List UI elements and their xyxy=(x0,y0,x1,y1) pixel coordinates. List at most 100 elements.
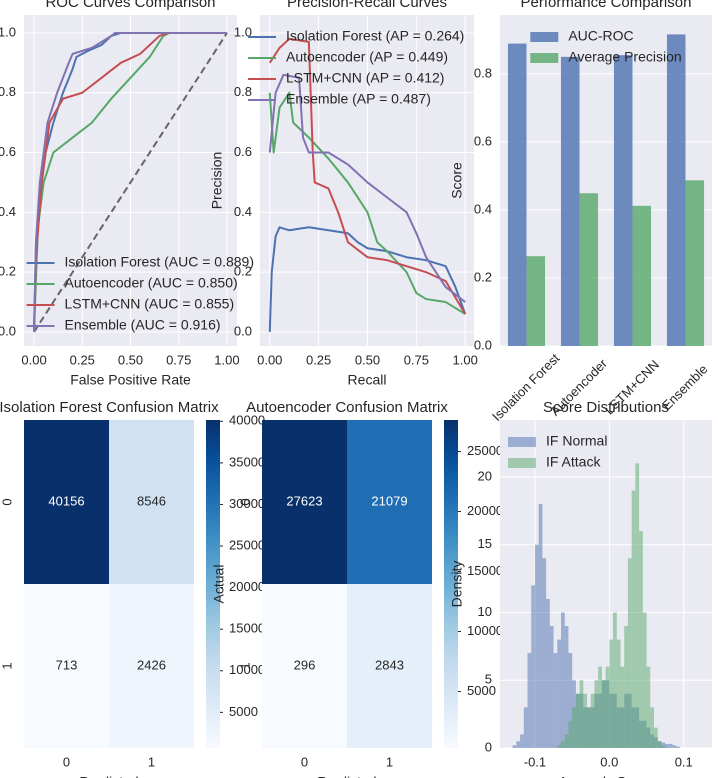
histogram-bar xyxy=(587,707,591,748)
y-tick-label: 5 xyxy=(485,672,492,687)
heatmap-cell xyxy=(24,420,109,584)
legend-label: Isolation Forest (AUC = 0.889) xyxy=(65,254,254,270)
colorbar-tick-label: 20000 xyxy=(467,503,503,518)
histogram-bar xyxy=(676,746,681,748)
chart-title: Score Distributions xyxy=(543,399,669,416)
histogram-bar xyxy=(665,743,669,748)
legend-swatch xyxy=(508,437,536,447)
y-tick-label: 0.4 xyxy=(234,204,252,219)
histogram-bar xyxy=(653,727,658,748)
cell-label: 2426 xyxy=(137,657,166,672)
bar xyxy=(613,55,633,346)
cell-label: 713 xyxy=(56,657,78,672)
histogram-bar xyxy=(568,653,573,748)
x-axis-label: Predicted xyxy=(317,774,376,778)
histogram-bar xyxy=(579,680,584,748)
heatmap-cell xyxy=(109,420,194,584)
histogram-bar xyxy=(546,598,550,748)
x-tick-label: 0 xyxy=(63,754,70,769)
x-tick-label: 1 xyxy=(386,754,393,769)
x-tick-label: 0.75 xyxy=(166,352,191,367)
colorbar-tick-label: 35000 xyxy=(229,454,265,469)
histogram-bar xyxy=(672,745,677,748)
colorbar-tick-label: 25000 xyxy=(229,537,265,552)
x-tick-label: 1.00 xyxy=(214,352,239,367)
y-tick-label: 0 xyxy=(0,498,14,505)
colorbar-tick-label: 10000 xyxy=(467,623,503,638)
bar xyxy=(632,205,652,346)
legend: Isolation Forest (AP = 0.264) Autoencoder… xyxy=(248,28,464,107)
x-tick-label: 0.75 xyxy=(404,352,429,367)
legend-swatch xyxy=(530,53,559,63)
heatmap-cell xyxy=(262,584,347,748)
x-axis-label: Anomaly Score xyxy=(559,774,654,778)
bar xyxy=(666,34,686,347)
histogram-bar xyxy=(601,680,606,748)
histogram-bar xyxy=(620,666,625,748)
y-tick-label: 0.6 xyxy=(234,144,252,159)
bar xyxy=(579,193,599,346)
histogram-bar xyxy=(516,741,521,748)
y-tick-label: 0.4 xyxy=(0,204,16,219)
histogram-bar xyxy=(557,745,561,748)
y-tick-label: 1 xyxy=(0,662,14,669)
histogram-bar xyxy=(616,639,621,748)
legend: IF Normal IF Attack xyxy=(508,433,607,470)
histogram-bar xyxy=(624,626,628,748)
y-tick-label: 10 xyxy=(478,604,492,619)
y-tick-label: 0.0 xyxy=(0,323,16,338)
x-tick-label: 0.00 xyxy=(257,352,282,367)
line xyxy=(268,91,466,315)
x-tick-label: 0.25 xyxy=(306,352,331,367)
colorbar xyxy=(206,420,220,748)
y-tick-label: 0 xyxy=(237,498,252,505)
y-tick-label: 0.2 xyxy=(474,269,492,284)
histogram-bar xyxy=(520,734,524,748)
legend-label: IF Normal xyxy=(546,433,607,449)
legend-label: Autoencoder (AUC = 0.850) xyxy=(65,275,238,291)
histogram-bar xyxy=(646,666,651,748)
x-tick-label: 0.1 xyxy=(675,754,693,769)
colorbar-tick-label: 5000 xyxy=(467,683,496,698)
histogram-bar xyxy=(572,707,576,748)
colorbar xyxy=(444,420,458,748)
chart-title: Isolation Forest Confusion Matrix xyxy=(0,399,219,416)
histogram-bar xyxy=(605,666,610,748)
legend-swatch xyxy=(508,458,536,468)
x-tick-label: 0.50 xyxy=(355,352,380,367)
colorbar-tick-label: 30000 xyxy=(229,496,265,511)
line xyxy=(33,31,227,332)
y-tick-label: 0.8 xyxy=(474,65,492,80)
histogram-bar xyxy=(609,639,614,748)
bar xyxy=(526,256,546,346)
legend-label: LSTM+CNN (AP = 0.412) xyxy=(286,70,444,86)
colorbar-tick-label: 25000 xyxy=(467,443,503,458)
y-axis-label: Actual xyxy=(211,565,227,604)
histogram-bar xyxy=(564,626,569,748)
colorbar-tick-label: 20000 xyxy=(229,579,265,594)
x-tick-label: 0.00 xyxy=(21,352,46,367)
x-tick-label: 0.25 xyxy=(70,352,95,367)
histogram-bar xyxy=(583,693,588,748)
histogram-bar xyxy=(613,612,617,748)
legend-label: AUC-ROC xyxy=(568,28,633,44)
y-tick-label: 15 xyxy=(478,536,492,551)
histogram-bar xyxy=(650,707,654,748)
legend-label: Ensemble (AUC = 0.916) xyxy=(65,317,221,333)
histogram-bar xyxy=(560,741,565,748)
histogram-bar xyxy=(631,490,636,748)
histogram-bar xyxy=(598,666,602,748)
colorbar-tick-label: 40000 xyxy=(229,413,265,428)
histogram-bar xyxy=(523,707,528,748)
y-tick-label: 1.0 xyxy=(0,24,16,39)
histogram-bar xyxy=(549,626,554,748)
histogram-bar xyxy=(627,558,632,748)
x-axis-label: Predicted xyxy=(79,774,138,778)
heatmap-cell xyxy=(262,420,347,584)
line xyxy=(268,73,466,303)
chart-title: Performance Comparison xyxy=(521,0,692,11)
chart-title: Autoencoder Confusion Matrix xyxy=(246,399,448,416)
histogram-bar xyxy=(594,680,599,748)
legend-label: LSTM+CNN (AUC = 0.855) xyxy=(65,296,235,312)
